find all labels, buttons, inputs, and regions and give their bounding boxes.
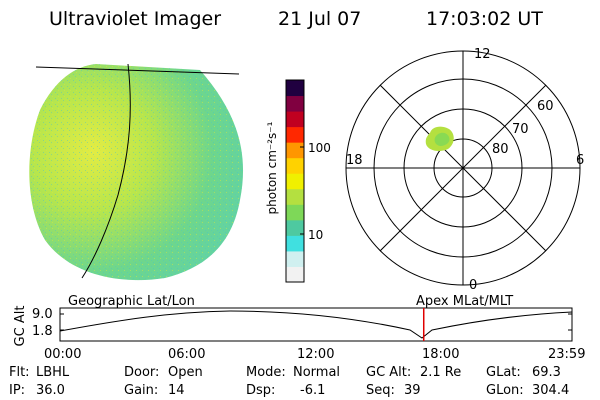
altitude-axis-label: GC Alt — [13, 306, 28, 347]
colorbar-segment — [286, 219, 304, 236]
dsp-label: Dsp: — [246, 383, 276, 398]
meridian-line — [81, 63, 131, 279]
mlt-label-12: 12 — [474, 47, 491, 62]
gain-label: Gain: — [124, 383, 159, 398]
colorbar-unit-label: photon cm⁻²s⁻¹ — [265, 121, 279, 214]
altitude-plot — [59, 307, 573, 342]
limb-line — [35, 66, 240, 75]
ip-label: IP: — [9, 383, 26, 398]
glat-label: GLat: — [486, 365, 521, 380]
image-date: 21 Jul 07 — [278, 8, 362, 30]
seq-label: Seq: — [366, 383, 395, 398]
colorbar-tick-100: 100 — [308, 141, 331, 155]
time-tick-0000: 00:00 — [44, 347, 81, 362]
instrument-title: Ultraviolet Imager — [49, 8, 222, 30]
mlt-label-6: 6 — [576, 153, 584, 168]
altitude-ytick-9: 9.0 — [32, 307, 53, 322]
colorbar-segment — [286, 266, 304, 283]
mlat-label-80: 80 — [492, 142, 509, 157]
colorbar-segment — [286, 126, 304, 143]
colorbar-segment — [286, 250, 304, 267]
projection-label-left: Geographic Lat/Lon — [68, 294, 195, 309]
glon-label: GLon: — [486, 383, 524, 398]
gcalt-label: GC Alt: — [366, 365, 412, 380]
colorbar-segment — [286, 235, 304, 252]
colorbar-segment — [286, 80, 304, 97]
colorbar-segment — [286, 204, 304, 221]
time-tick-1800: 18:00 — [422, 347, 459, 362]
image-time: 17:03:02 UT — [426, 8, 543, 30]
dsp-value: -6.1 — [300, 383, 326, 398]
seq-value: 39 — [404, 383, 421, 398]
polar-plot — [345, 50, 581, 286]
filter-label: Flt: — [9, 365, 30, 380]
altitude-ytick-1-8: 1.8 — [32, 324, 53, 339]
time-tick-2359: 23:59 — [548, 347, 585, 362]
gain-value: 14 — [168, 383, 185, 398]
ip-value: 36.0 — [36, 383, 65, 398]
mlt-label-0: 0 — [469, 278, 477, 293]
mlt-label-18: 18 — [346, 153, 363, 168]
colorbar-segment — [286, 173, 304, 190]
mlat-label-70: 70 — [512, 122, 529, 137]
door-value: Open — [168, 365, 203, 380]
filter-value: LBHL — [36, 365, 70, 380]
door-label: Door: — [124, 365, 160, 380]
earth-image — [29, 64, 244, 281]
altitude-curve — [59, 310, 573, 339]
colorbar-segment — [286, 157, 304, 174]
mode-label: Mode: — [246, 365, 286, 380]
colorbar — [285, 79, 305, 283]
mode-value: Normal — [293, 365, 341, 380]
colorbar-segment — [286, 111, 304, 128]
colorbar-tick-10: 10 — [308, 228, 323, 242]
time-tick-1200: 12:00 — [297, 347, 334, 362]
glon-value: 304.4 — [532, 383, 570, 398]
glat-value: 69.3 — [532, 365, 561, 380]
colorbar-segment — [286, 95, 304, 112]
colorbar-segment — [286, 188, 304, 205]
mlat-label-60: 60 — [537, 99, 554, 114]
gcalt-value: 2.1 Re — [420, 365, 462, 380]
projection-label-right: Apex MLat/MLT — [416, 294, 513, 309]
colorbar-segment — [286, 142, 304, 159]
time-tick-0600: 06:00 — [168, 347, 205, 362]
